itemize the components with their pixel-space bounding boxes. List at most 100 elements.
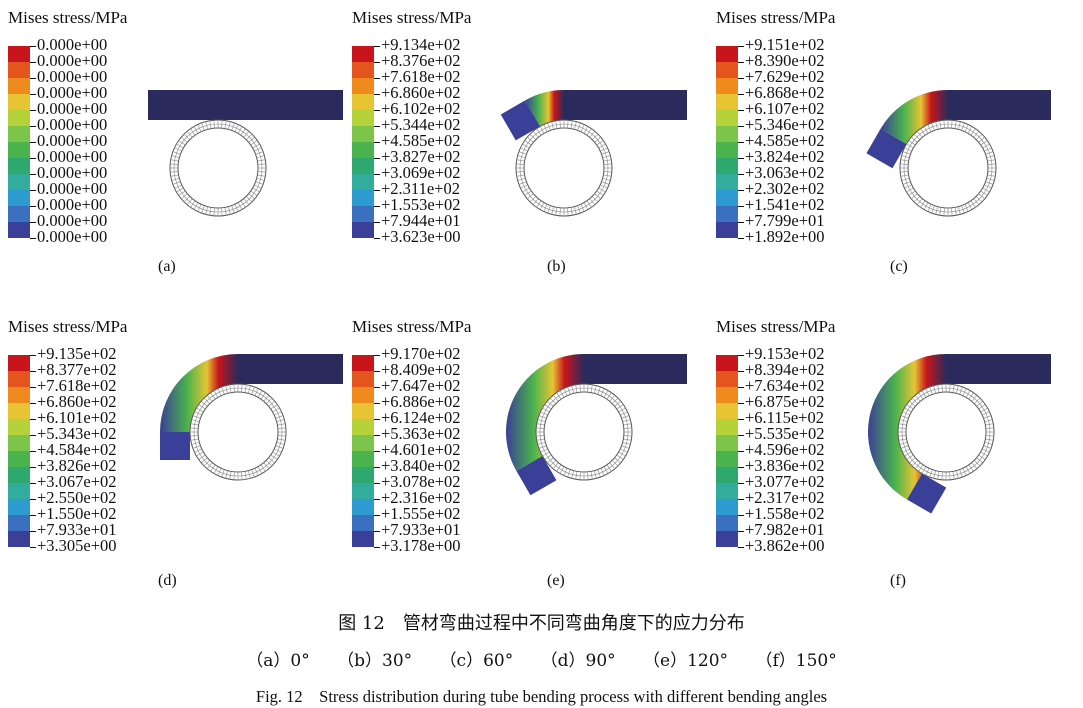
legend-color-swatch xyxy=(352,206,374,222)
legend-title: Mises stress/MPa xyxy=(716,317,836,336)
tube-free-end xyxy=(907,473,947,514)
legend-tick xyxy=(30,435,36,436)
legend-tick xyxy=(374,435,380,436)
legend-tick xyxy=(374,371,380,372)
legend-tick xyxy=(30,531,36,532)
caption-angle-b: （b）30° xyxy=(337,651,413,671)
legend-tick xyxy=(374,515,380,516)
legend-value: 0.000e+00 xyxy=(37,67,108,86)
legend-tick xyxy=(30,371,36,372)
legend-value: +8.390e+02 xyxy=(745,51,825,70)
straight-tube-section xyxy=(218,90,343,120)
legend-value: +2.302e+02 xyxy=(745,179,825,198)
legend-color-swatch xyxy=(716,158,738,174)
legend-value: +8.394e+02 xyxy=(745,360,825,379)
legend-tick xyxy=(30,62,36,63)
caption-angle-d: （d）90° xyxy=(540,651,616,671)
legend-title: Mises stress/MPa xyxy=(8,317,128,336)
bent-tube-section xyxy=(160,354,238,432)
die-mesh xyxy=(900,120,996,216)
legend-color-swatch xyxy=(8,78,30,94)
die-mesh xyxy=(516,120,612,216)
legend-color-swatch xyxy=(716,419,738,435)
legend-tick xyxy=(30,158,36,159)
legend-value: +2.311e+02 xyxy=(381,179,460,198)
bending-die-inner xyxy=(177,127,259,209)
stress-panel-b: Mises stress/MPa +9.134e+02 +8.376e+02 +7.6… xyxy=(352,8,702,298)
legend-value: +6.115e+02 xyxy=(745,408,824,427)
legend-color-swatch xyxy=(716,46,738,62)
legend-tick xyxy=(374,110,380,111)
legend-tick xyxy=(30,174,36,175)
legend-tick xyxy=(374,158,380,159)
legend-value: +3.069e+02 xyxy=(381,163,461,182)
legend-color-swatch xyxy=(8,126,30,142)
legend-tick xyxy=(30,46,36,47)
legend-value: +6.875e+02 xyxy=(745,392,825,411)
legend-color-swatch xyxy=(716,126,738,142)
legend-value: 0.000e+00 xyxy=(37,227,108,246)
legend-value: +6.107e+02 xyxy=(745,99,825,118)
caption-angle-f: （f）150° xyxy=(755,651,837,671)
legend-value: +5.343e+02 xyxy=(37,424,117,443)
legend-value: +3.826e+02 xyxy=(37,456,117,475)
legend-value: 0.000e+00 xyxy=(37,163,108,182)
subfigure-label: (d) xyxy=(158,572,177,589)
legend-color-swatch xyxy=(352,467,374,483)
legend-tick xyxy=(738,174,744,175)
legend-value: +4.601e+02 xyxy=(381,440,461,459)
tube-free-end xyxy=(160,432,190,460)
legend-value: +5.344e+02 xyxy=(381,115,461,134)
legend-tick xyxy=(738,62,744,63)
legend-tick xyxy=(738,547,744,548)
subfigure-label: (e) xyxy=(547,572,565,589)
legend-color-swatch xyxy=(716,355,738,371)
legend-tick xyxy=(738,499,744,500)
legend-tick xyxy=(374,403,380,404)
legend-value: +7.647e+02 xyxy=(381,376,461,395)
legend-value: +6.886e+02 xyxy=(381,392,461,411)
tube-bending-model xyxy=(866,90,1051,217)
legend-value: 0.000e+00 xyxy=(37,115,108,134)
legend-tick xyxy=(738,371,744,372)
legend-tick xyxy=(30,110,36,111)
legend-color-swatch xyxy=(8,499,30,515)
die-mesh-mid xyxy=(903,123,993,213)
legend-value: +1.558e+02 xyxy=(745,504,825,523)
legend-tick xyxy=(30,483,36,484)
legend-tick xyxy=(30,419,36,420)
legend-value: 0.000e+00 xyxy=(37,179,108,198)
legend-value: +3.827e+02 xyxy=(381,147,461,166)
die-mesh-mid xyxy=(519,123,609,213)
legend-value: +7.618e+02 xyxy=(381,67,461,86)
legend-color-swatch xyxy=(716,94,738,110)
die-mesh xyxy=(898,384,994,480)
die-mesh-mid xyxy=(539,387,629,477)
legend-tick xyxy=(374,222,380,223)
stress-panel-a: Mises stress/MPa 0.000e+00 0.000e+00 0.000e… xyxy=(8,8,358,298)
legend-tick xyxy=(374,355,380,356)
legend-color-swatch xyxy=(352,483,374,499)
legend-color-swatch xyxy=(8,46,30,62)
legend-color-swatch xyxy=(716,483,738,499)
legend-tick xyxy=(738,355,744,356)
legend-tick xyxy=(374,174,380,175)
legend-value: +6.868e+02 xyxy=(745,83,825,102)
legend-color-swatch xyxy=(352,451,374,467)
legend-color-swatch xyxy=(8,110,30,126)
legend-tick xyxy=(738,435,744,436)
legend-tick xyxy=(374,499,380,500)
legend-tick xyxy=(374,547,380,548)
legend-color-swatch xyxy=(352,531,374,547)
legend-color-swatch xyxy=(352,62,374,78)
legend-value: +7.634e+02 xyxy=(745,376,825,395)
legend-color-swatch xyxy=(8,62,30,78)
legend-tick xyxy=(30,547,36,548)
legend-value: +3.077e+02 xyxy=(745,472,825,491)
legend-tick xyxy=(30,142,36,143)
legend-tick xyxy=(30,222,36,223)
bent-tube-section xyxy=(506,354,584,471)
legend-tick xyxy=(374,62,380,63)
straight-tube-section xyxy=(238,354,343,384)
figure-caption-chinese: 图 12 管材弯曲过程中不同弯曲角度下的应力分布 xyxy=(338,613,745,634)
